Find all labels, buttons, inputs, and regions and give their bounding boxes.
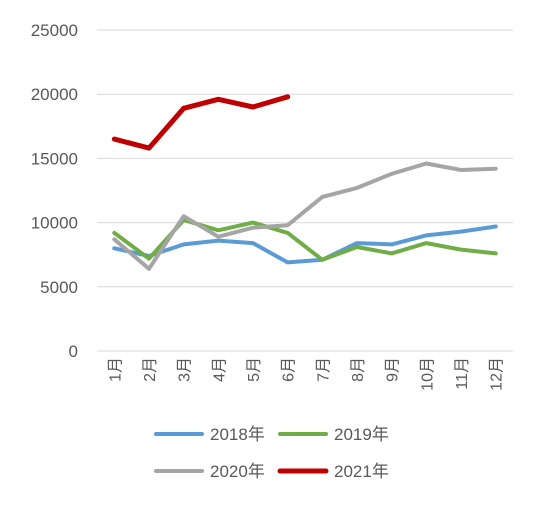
series-line-2018年 — [112, 224, 498, 265]
x-tick-label: 5月 — [246, 357, 263, 382]
legend-label: 2019年 — [334, 425, 389, 444]
series-line-2020年 — [112, 161, 498, 271]
x-tick-label: 1月 — [107, 357, 124, 382]
x-tick-label: 2月 — [142, 357, 159, 382]
x-tick-label: 3月 — [177, 357, 194, 382]
series-line-2021年 — [111, 94, 291, 151]
y-tick-label: 0 — [69, 342, 78, 361]
y-tick-label: 10000 — [31, 214, 78, 233]
y-tick-label: 25000 — [31, 21, 78, 40]
series-lines — [111, 94, 498, 271]
x-tick-label: 9月 — [385, 357, 402, 382]
x-tick-label: 8月 — [350, 357, 367, 382]
x-tick-label: 11月 — [454, 357, 471, 390]
x-tick-label: 6月 — [281, 357, 298, 382]
x-tick-label: 7月 — [315, 357, 332, 382]
x-axis: 1月 2月 3月 4月 5月 6月 7月 8月 9月 10月 11月 12月 — [107, 357, 505, 391]
x-tick-label: 12月 — [489, 357, 506, 391]
x-tick-label: 4月 — [211, 357, 228, 382]
legend: 2018年 2019年 2020年 2021年 — [154, 425, 389, 481]
legend-label: 2018年 — [210, 425, 265, 444]
x-tick-label: 10月 — [419, 357, 436, 391]
y-tick-label: 20000 — [31, 85, 78, 104]
y-axis: 0 5000 10000 15000 20000 25000 — [31, 21, 78, 361]
gridlines — [97, 29, 513, 352]
y-tick-label: 15000 — [31, 149, 78, 168]
legend-label: 2021年 — [334, 462, 389, 481]
series-line-2019年 — [112, 218, 498, 262]
legend-label: 2020年 — [210, 462, 265, 481]
y-tick-label: 5000 — [40, 278, 78, 297]
